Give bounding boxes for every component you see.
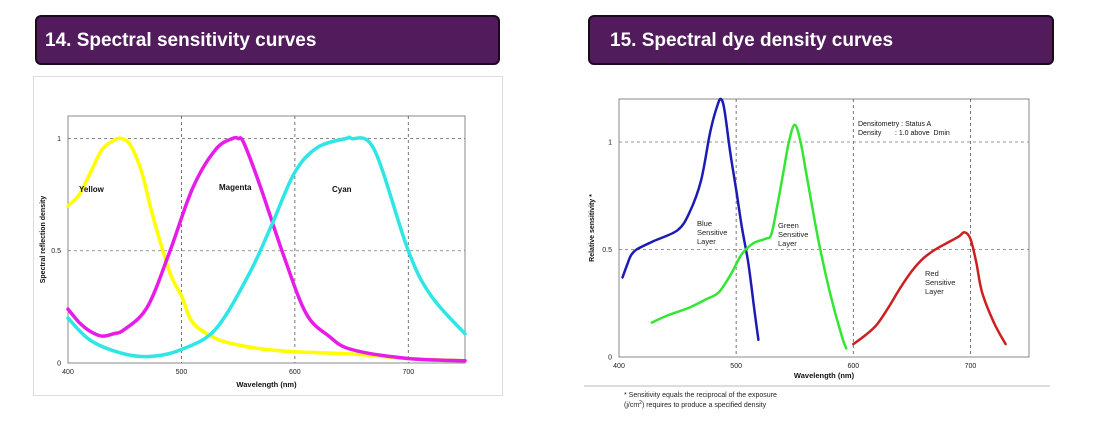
y-tick-label: 0 — [608, 355, 612, 362]
y-tick-label: 0.5 — [602, 247, 612, 254]
densitometry-annotation-line: Density : 1.0 above Dmin — [858, 130, 950, 137]
x-tick-label: 700 — [402, 369, 414, 376]
series-label-word: Sensitive — [697, 228, 727, 237]
x-tick-label: 500 — [730, 363, 742, 370]
y-axis-label: Spectral reflection density — [40, 196, 47, 284]
y-axis-label: Relative sensitivity * — [589, 194, 596, 262]
x-tick-label: 600 — [847, 363, 859, 370]
x-tick-label: 700 — [965, 363, 977, 370]
spectral-sensitivity-chart: 400 500 600 700 0 0.5 1 Wavelength (nm) Spectral… — [33, 76, 503, 398]
series-label-word: Sensitive — [778, 230, 808, 239]
left-panel-title-bar: 14. Spectral sensitivity curves — [35, 15, 500, 65]
right-panel-title-bar: 15. Spectral dye density curves — [588, 15, 1054, 65]
series-label-word: Layer — [697, 237, 716, 246]
spectral-sensitivity-chart-svg: 400 500 600 700 0 0.5 1 Wavelength (nm) Spectral… — [40, 115, 467, 389]
series-line-cyan — [66, 135, 467, 359]
left-panel-title: 14. Spectral sensitivity curves — [45, 30, 317, 51]
series-label-word: Green — [778, 221, 799, 230]
series-line-yellow — [66, 136, 467, 363]
series-line-magenta — [66, 135, 467, 363]
x-tick-label: 600 — [289, 369, 301, 376]
plot-frame — [618, 98, 1030, 358]
y-tick-label: 0 — [57, 361, 61, 368]
footnote-unit: (j/cm — [624, 402, 639, 409]
series-label-word: Sensitive — [925, 278, 955, 287]
series-label-red-sensitive-layer: Red Sensitive Layer — [925, 269, 955, 296]
plot-frame — [67, 115, 466, 364]
right-panel-title: 15. Spectral dye density curves — [610, 30, 894, 51]
series-line-green-sensitive-layer — [650, 123, 848, 350]
footnote-text: ) requires to produce a specified densit… — [642, 402, 767, 409]
spectral-dye-density-chart: 400 500 600 700 0 0.5 1 Wavelength (nm) Relative… — [584, 78, 1054, 418]
series-line-blue-sensitive-layer — [621, 97, 760, 342]
y-tick-label: 0.5 — [51, 248, 61, 255]
left-chart-frame — [33, 76, 503, 396]
x-tick-label: 400 — [62, 369, 74, 376]
x-axis-label: Wavelength (nm) — [236, 380, 297, 389]
series-label-magenta: Magenta — [219, 183, 252, 192]
series-label-yellow: Yellow — [79, 185, 105, 194]
footnote-superscript: 2 — [639, 400, 642, 406]
series-label-word: Layer — [778, 239, 797, 248]
series-label-blue-sensitive-layer: Blue Sensitive Layer — [697, 219, 727, 246]
x-tick-label: 500 — [176, 369, 188, 376]
series-label-green-sensitive-layer: Green Sensitive Layer — [778, 221, 808, 248]
footnote-line-1: * Sensitivity equals the reciprocal of t… — [624, 392, 777, 399]
x-axis-label: Wavelength (nm) — [794, 371, 855, 380]
series-label-word: Blue — [697, 219, 712, 228]
series-label-cyan: Cyan — [332, 185, 352, 194]
footnote-line-2: (j/cm2) requires to produce a specified … — [624, 400, 767, 409]
series-label-word: Layer — [925, 287, 944, 296]
y-tick-label: 1 — [57, 136, 61, 143]
densitometry-annotation-line: Densitometry : Status A — [858, 121, 931, 128]
spectral-dye-density-chart-svg: 400 500 600 700 0 0.5 1 Wavelength (nm) Relative… — [584, 97, 1050, 409]
y-tick-label: 1 — [608, 140, 612, 147]
series-label-word: Red — [925, 269, 939, 278]
x-tick-label: 400 — [613, 363, 625, 370]
series-line-red-sensitive-layer — [852, 231, 1007, 346]
